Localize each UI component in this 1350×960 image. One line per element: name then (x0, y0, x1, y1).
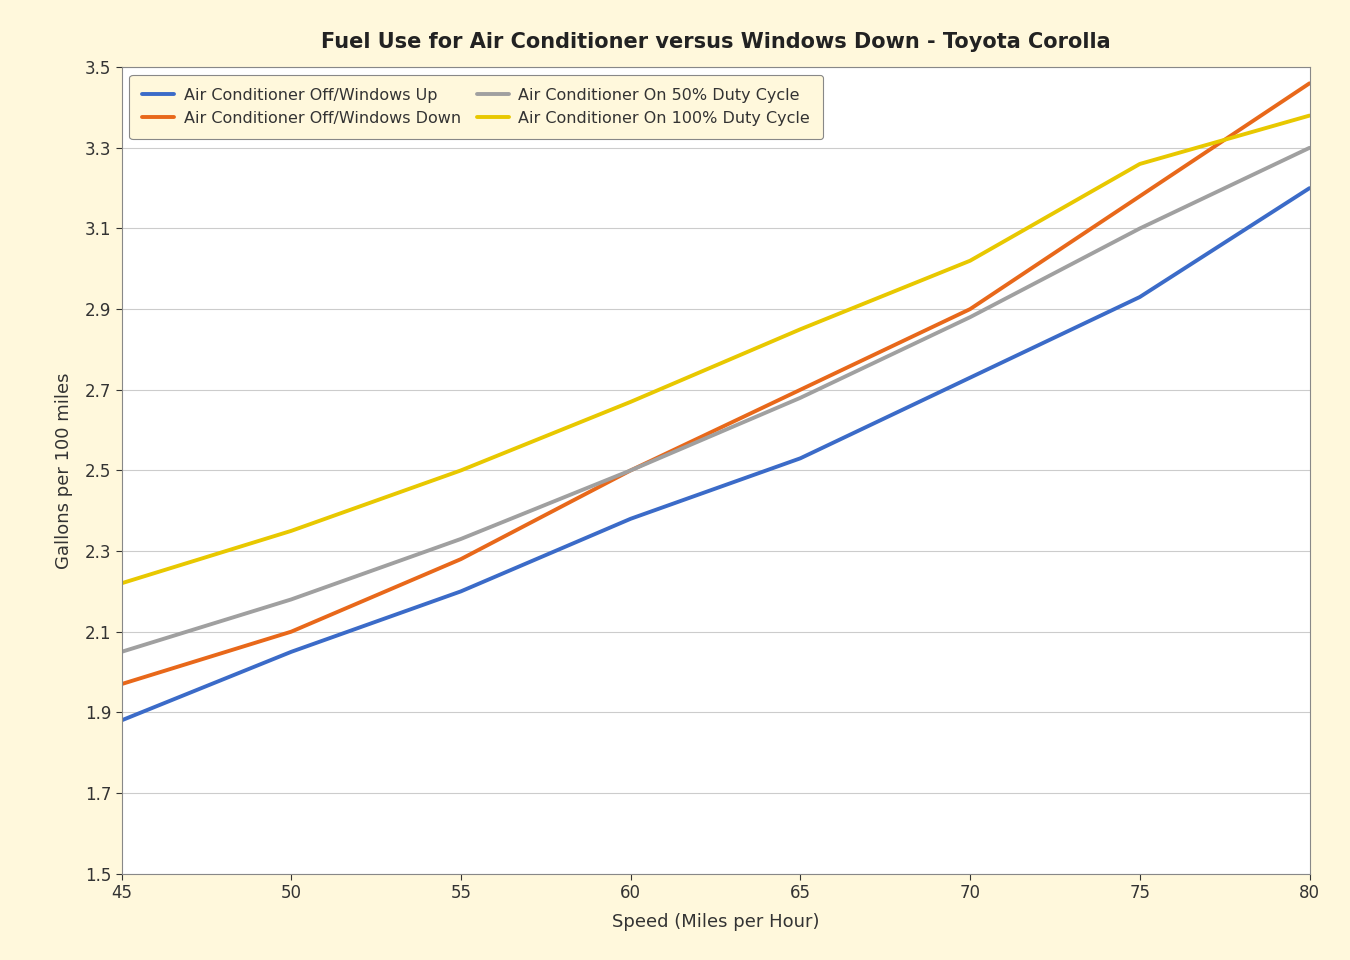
Air Conditioner Off/Windows Up (792, 452, 809, 464)
Air Conditioner On 50% Duty Cycle (622, 465, 639, 476)
Line: Air Conditioner Off/Windows Up: Air Conditioner Off/Windows Up (122, 188, 1310, 720)
Air Conditioner Off/Windows Down (452, 553, 468, 564)
Air Conditioner On 100% Duty Cycle (792, 324, 809, 335)
Air Conditioner On 100% Duty Cycle (284, 525, 300, 537)
Air Conditioner On 50% Duty Cycle (963, 311, 979, 323)
Air Conditioner On 50% Duty Cycle (452, 533, 468, 544)
Air Conditioner Off/Windows Down (1131, 190, 1148, 202)
Air Conditioner On 100% Duty Cycle (1301, 109, 1318, 121)
Air Conditioner Off/Windows Down (113, 679, 130, 690)
Air Conditioner On 100% Duty Cycle (113, 578, 130, 589)
Air Conditioner Off/Windows Down (963, 303, 979, 315)
Air Conditioner Off/Windows Down (284, 626, 300, 637)
Title: Fuel Use for Air Conditioner versus Windows Down - Toyota Corolla: Fuel Use for Air Conditioner versus Wind… (321, 32, 1110, 52)
Air Conditioner On 50% Duty Cycle (792, 392, 809, 403)
Legend: Air Conditioner Off/Windows Up, Air Conditioner Off/Windows Down, Air Conditione: Air Conditioner Off/Windows Up, Air Cond… (130, 75, 824, 139)
Air Conditioner Off/Windows Up (1131, 291, 1148, 302)
Air Conditioner Off/Windows Up (284, 646, 300, 658)
Air Conditioner Off/Windows Down (792, 384, 809, 396)
Air Conditioner On 50% Duty Cycle (1301, 142, 1318, 154)
Air Conditioner On 50% Duty Cycle (113, 646, 130, 658)
X-axis label: Speed (Miles per Hour): Speed (Miles per Hour) (612, 913, 819, 931)
Air Conditioner Off/Windows Up (963, 372, 979, 383)
Air Conditioner Off/Windows Down (1301, 78, 1318, 89)
Air Conditioner Off/Windows Up (113, 714, 130, 726)
Air Conditioner On 100% Duty Cycle (963, 255, 979, 267)
Line: Air Conditioner On 100% Duty Cycle: Air Conditioner On 100% Duty Cycle (122, 115, 1310, 584)
Air Conditioner Off/Windows Up (452, 586, 468, 597)
Air Conditioner On 100% Duty Cycle (452, 465, 468, 476)
Air Conditioner On 100% Duty Cycle (622, 396, 639, 408)
Line: Air Conditioner On 50% Duty Cycle: Air Conditioner On 50% Duty Cycle (122, 148, 1310, 652)
Air Conditioner On 50% Duty Cycle (284, 593, 300, 605)
Line: Air Conditioner Off/Windows Down: Air Conditioner Off/Windows Down (122, 84, 1310, 684)
Y-axis label: Gallons per 100 miles: Gallons per 100 miles (55, 372, 73, 568)
Air Conditioner Off/Windows Down (622, 465, 639, 476)
Air Conditioner Off/Windows Up (622, 513, 639, 524)
Air Conditioner Off/Windows Up (1301, 182, 1318, 194)
Air Conditioner On 50% Duty Cycle (1131, 223, 1148, 234)
Air Conditioner On 100% Duty Cycle (1131, 158, 1148, 170)
